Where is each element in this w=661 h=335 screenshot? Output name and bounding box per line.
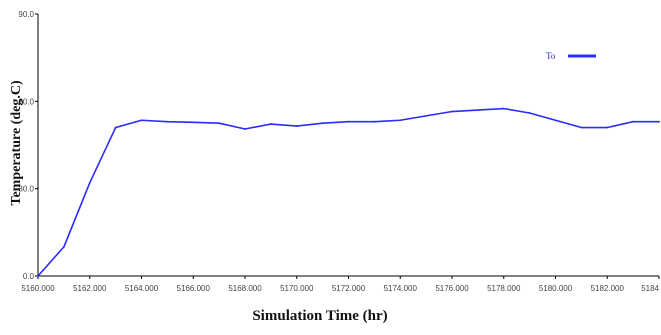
data-point — [321, 122, 324, 125]
axes — [35, 13, 660, 279]
data-point — [140, 119, 143, 122]
series-layer — [37, 107, 660, 277]
data-point — [399, 119, 402, 122]
x-tick-label: 5176.000 — [435, 284, 469, 293]
data-point — [658, 120, 660, 123]
legend: To — [546, 51, 596, 61]
y-tick-label: 90.0 — [18, 10, 34, 19]
data-point — [218, 122, 221, 125]
data-point — [451, 110, 453, 113]
x-tick-label: 5184 — [641, 284, 659, 293]
data-point — [580, 126, 583, 129]
x-tick-label: 5182.000 — [591, 284, 625, 293]
series-line-to — [37, 107, 659, 277]
x-tick-label: 5160.000 — [21, 284, 55, 293]
y-axis-title: Temperature (deg.C) — [9, 80, 24, 206]
data-point — [244, 128, 246, 130]
data-point — [88, 181, 91, 184]
x-tick-label: 5168.000 — [228, 284, 262, 293]
x-tick-label: 5164.000 — [125, 284, 159, 293]
y-tick-label: 0.0 — [23, 272, 35, 281]
x-tick-label: 5170.000 — [280, 284, 314, 293]
data-point — [606, 126, 609, 129]
tick-labels: 0.0 30.0 60.0 90.0 5160.000 5162.000 5164.000 5… — [18, 10, 659, 293]
data-point — [192, 121, 195, 124]
x-tick-label: 5166.000 — [177, 284, 211, 293]
data-point — [554, 119, 557, 122]
data-point — [37, 275, 39, 277]
data-point — [114, 126, 117, 129]
legend-label: To — [546, 51, 556, 61]
x-tick-label: 5162.000 — [73, 284, 107, 293]
data-point — [476, 109, 479, 111]
x-tick-label: 5180.000 — [539, 284, 573, 293]
x-tick-label: 5178.000 — [487, 284, 521, 293]
data-point — [373, 120, 376, 123]
data-point — [632, 120, 635, 123]
data-point — [166, 120, 169, 123]
x-tick-label: 5174.000 — [384, 284, 418, 293]
data-point — [502, 107, 505, 110]
data-point — [347, 120, 350, 123]
y-tick-label: 60.0 — [18, 97, 34, 106]
data-point — [62, 245, 65, 248]
data-point — [295, 125, 298, 127]
x-axis-title: Simulation Time (hr) — [252, 308, 387, 324]
data-point — [269, 123, 272, 125]
data-point — [425, 114, 428, 117]
x-tick-label: 5172.000 — [332, 284, 366, 293]
data-point — [528, 112, 531, 114]
y-tick-label: 30.0 — [18, 185, 34, 194]
